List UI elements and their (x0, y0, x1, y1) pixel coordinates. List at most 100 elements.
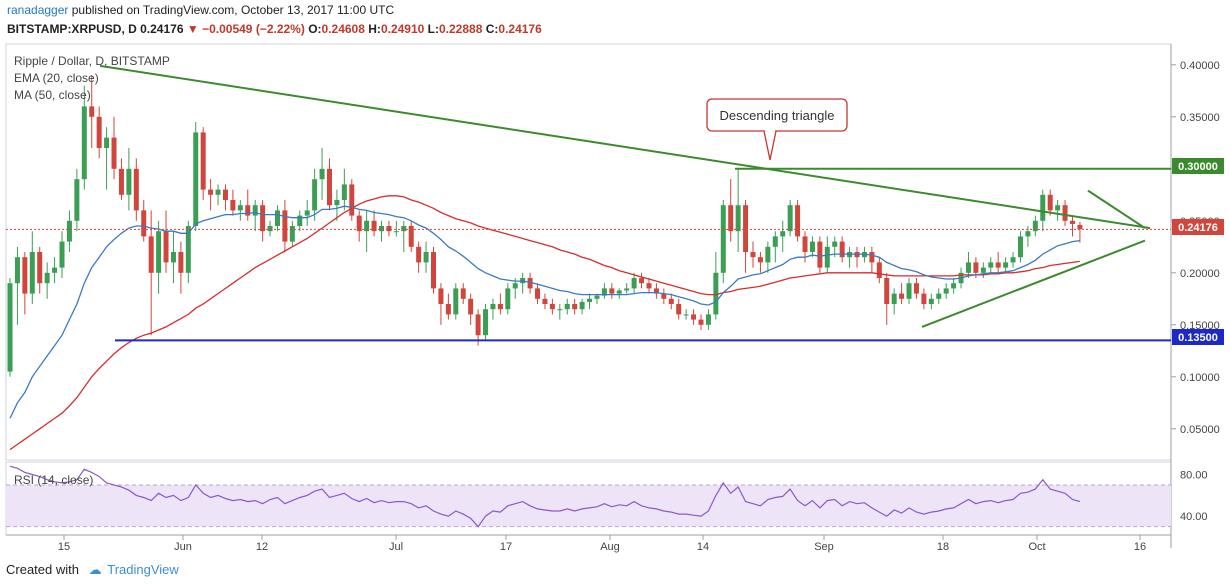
candle-body (118, 168, 124, 195)
candle-body (1047, 194, 1053, 211)
candle-body (549, 304, 555, 310)
candle-body (349, 184, 355, 216)
candle-body (371, 220, 377, 232)
candle-body (341, 184, 347, 200)
candle-body (720, 205, 726, 273)
rsi-tick-label: 40.00 (1180, 511, 1208, 523)
created-with: Created with (6, 562, 79, 577)
candle-body (393, 231, 399, 233)
candle-body (326, 168, 332, 206)
candle-body (661, 293, 667, 299)
time-tick-label: 16 (1134, 541, 1146, 553)
candle-body (943, 288, 949, 294)
resistance-label-text: 0.30000 (1178, 161, 1218, 173)
candle-body (676, 304, 682, 315)
candle-body (691, 314, 697, 320)
candle-body (460, 288, 466, 299)
candle-body (906, 283, 912, 299)
candle-body (795, 205, 801, 237)
candle-body (14, 257, 20, 284)
candle-body (304, 210, 310, 216)
high-value: 0.24910 (380, 22, 425, 36)
candle-body (96, 116, 102, 148)
candle-body (772, 236, 778, 247)
candle-body (1069, 220, 1075, 224)
resistance-label: 0.30000 (1172, 158, 1224, 174)
low-label: L: (427, 22, 439, 36)
candle-body (832, 241, 838, 247)
candle-body (891, 293, 897, 304)
candle-body (965, 262, 971, 273)
candle-body (899, 293, 905, 299)
candle-body (111, 137, 117, 169)
candle-body (483, 309, 489, 336)
candle-body (267, 226, 273, 232)
candle-body (624, 288, 630, 291)
candle-body (193, 132, 199, 226)
price-tick-label: 0.05000 (1180, 424, 1220, 436)
candle-body (631, 278, 637, 289)
candle-body (468, 298, 474, 315)
callout-box (706, 98, 848, 132)
candle-body (824, 246, 830, 268)
legend-ema: EMA (20, close) (14, 71, 99, 85)
price-tick-label: 0.10000 (1180, 372, 1220, 384)
candle-body (728, 205, 734, 232)
footer: Created with ☁ TradingView (6, 562, 179, 578)
candle-body (89, 106, 95, 117)
tradingview-brand[interactable]: TradingView (107, 562, 179, 577)
candle-body (995, 262, 1001, 268)
candle-body (185, 226, 191, 273)
candle-body (66, 220, 72, 242)
published-text: published on TradingView.com, October 13… (71, 3, 395, 17)
candle-body (237, 205, 243, 211)
symbol-info: BITSTAMP:XRPUSD, D 0.24176 ▼ −0.00549 (−… (7, 22, 542, 36)
candle-body (81, 106, 87, 180)
candle-body (44, 272, 50, 284)
price-tick-label: 0.15000 (1180, 320, 1220, 332)
candle-body (230, 200, 236, 211)
candle-body (252, 205, 258, 216)
candle-body (297, 215, 303, 226)
candle-body (104, 137, 110, 148)
candle-body (141, 210, 147, 237)
candle-body (386, 226, 392, 232)
rising-trend-line (921, 239, 1146, 328)
candle-body (951, 283, 957, 289)
candle-body (646, 283, 652, 289)
candle-body (245, 205, 251, 216)
candle-body (698, 319, 704, 325)
close-value: 0.24176 (498, 22, 542, 36)
candle-body (609, 288, 615, 294)
callout-text: Descending triangle (720, 108, 835, 123)
candle-body (980, 267, 986, 273)
ma50-line (9, 195, 1080, 451)
candle-body (809, 241, 815, 252)
candle-body (505, 288, 511, 310)
candle-body (178, 252, 184, 273)
candles (7, 75, 1083, 377)
legend-rsi: RSI (14, close) (14, 473, 94, 487)
candle-body (668, 298, 674, 304)
candle-body (37, 252, 43, 284)
price-tick-label: 0.20000 (1180, 268, 1220, 280)
candle-body (743, 205, 749, 252)
time-tick-label: Aug (600, 541, 620, 553)
candle-body (594, 295, 600, 299)
candle-body (356, 215, 362, 232)
price-tick-label: 0.40000 (1180, 60, 1220, 72)
author-link[interactable]: ranadagger (7, 3, 69, 17)
candle-body (379, 226, 384, 232)
rsi-band (6, 484, 1171, 527)
tradingview-logo-icon[interactable]: ☁ (88, 562, 102, 577)
support-label-text: 0.13500 (1178, 332, 1218, 344)
candle-body (601, 288, 607, 296)
candle-body (22, 257, 28, 294)
candle-body (988, 262, 994, 268)
candle-body (1025, 231, 1031, 237)
ema20-line (9, 205, 1080, 419)
rsi-axis-ticks: 80.00 40.00 (1180, 470, 1208, 524)
time-tick-label: 12 (256, 541, 268, 553)
time-tick-label: Oct (1028, 541, 1045, 553)
